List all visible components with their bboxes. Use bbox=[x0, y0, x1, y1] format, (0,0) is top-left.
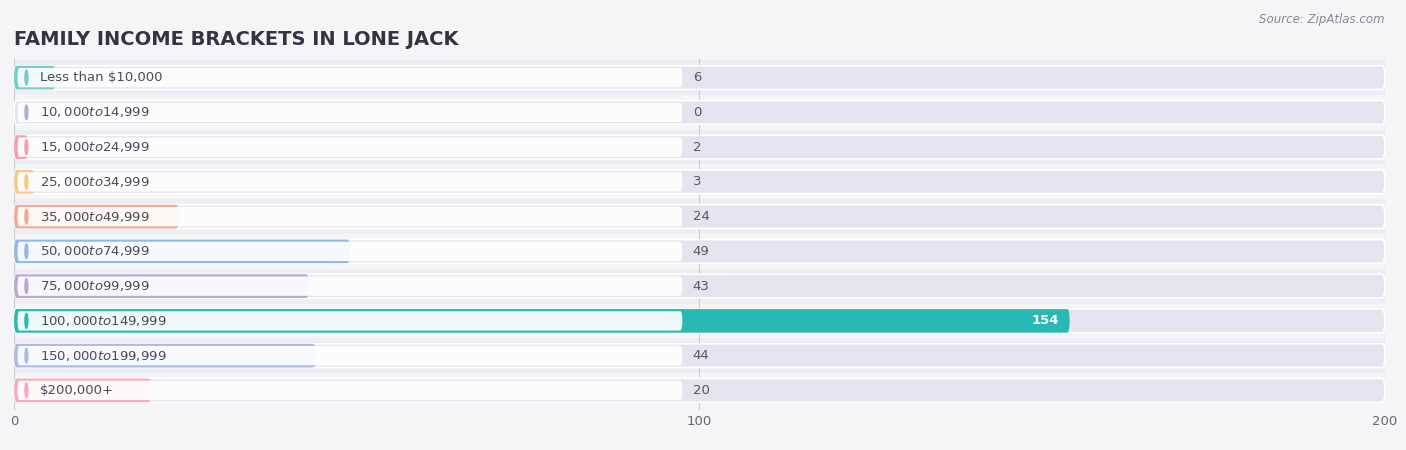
FancyBboxPatch shape bbox=[14, 135, 28, 159]
Bar bbox=[14, 269, 1385, 303]
FancyBboxPatch shape bbox=[14, 378, 152, 402]
FancyBboxPatch shape bbox=[14, 274, 1385, 298]
Circle shape bbox=[25, 383, 28, 398]
FancyBboxPatch shape bbox=[14, 135, 1385, 159]
Text: $25,000 to $34,999: $25,000 to $34,999 bbox=[41, 175, 150, 189]
FancyBboxPatch shape bbox=[14, 274, 309, 298]
FancyBboxPatch shape bbox=[14, 170, 35, 194]
FancyBboxPatch shape bbox=[14, 239, 350, 263]
FancyBboxPatch shape bbox=[14, 66, 55, 90]
Bar bbox=[14, 303, 1385, 338]
Text: $100,000 to $149,999: $100,000 to $149,999 bbox=[41, 314, 167, 328]
FancyBboxPatch shape bbox=[17, 172, 682, 192]
Circle shape bbox=[25, 244, 28, 259]
Circle shape bbox=[25, 70, 28, 85]
Text: $75,000 to $99,999: $75,000 to $99,999 bbox=[41, 279, 150, 293]
Text: 6: 6 bbox=[693, 71, 702, 84]
Circle shape bbox=[25, 175, 28, 189]
FancyBboxPatch shape bbox=[14, 309, 1385, 333]
Text: 2: 2 bbox=[693, 140, 702, 153]
FancyBboxPatch shape bbox=[14, 170, 1385, 194]
Text: $150,000 to $199,999: $150,000 to $199,999 bbox=[41, 349, 167, 363]
Text: 24: 24 bbox=[693, 210, 710, 223]
Circle shape bbox=[25, 140, 28, 154]
Bar bbox=[14, 60, 1385, 95]
FancyBboxPatch shape bbox=[17, 346, 682, 365]
Bar bbox=[14, 199, 1385, 234]
Bar bbox=[14, 338, 1385, 373]
Bar bbox=[14, 234, 1385, 269]
FancyBboxPatch shape bbox=[14, 100, 1385, 124]
Bar bbox=[14, 95, 1385, 130]
Text: Less than $10,000: Less than $10,000 bbox=[41, 71, 163, 84]
Text: $200,000+: $200,000+ bbox=[41, 384, 114, 397]
Text: $35,000 to $49,999: $35,000 to $49,999 bbox=[41, 210, 150, 224]
Text: 43: 43 bbox=[693, 279, 710, 292]
FancyBboxPatch shape bbox=[17, 311, 682, 331]
FancyBboxPatch shape bbox=[17, 381, 682, 400]
Text: 154: 154 bbox=[1032, 315, 1059, 328]
Text: 49: 49 bbox=[693, 245, 710, 258]
FancyBboxPatch shape bbox=[17, 242, 682, 261]
Text: $15,000 to $24,999: $15,000 to $24,999 bbox=[41, 140, 150, 154]
Text: 3: 3 bbox=[693, 176, 702, 189]
FancyBboxPatch shape bbox=[17, 137, 682, 157]
FancyBboxPatch shape bbox=[14, 239, 1385, 263]
Circle shape bbox=[25, 348, 28, 363]
Text: 20: 20 bbox=[693, 384, 710, 397]
FancyBboxPatch shape bbox=[14, 344, 315, 368]
FancyBboxPatch shape bbox=[14, 205, 1385, 229]
Circle shape bbox=[25, 105, 28, 120]
Bar bbox=[14, 373, 1385, 408]
Text: Source: ZipAtlas.com: Source: ZipAtlas.com bbox=[1260, 14, 1385, 27]
Text: 44: 44 bbox=[693, 349, 710, 362]
FancyBboxPatch shape bbox=[17, 276, 682, 296]
FancyBboxPatch shape bbox=[17, 68, 682, 87]
Text: $50,000 to $74,999: $50,000 to $74,999 bbox=[41, 244, 150, 258]
FancyBboxPatch shape bbox=[14, 344, 1385, 368]
Circle shape bbox=[25, 314, 28, 328]
Text: $10,000 to $14,999: $10,000 to $14,999 bbox=[41, 105, 150, 119]
Text: 0: 0 bbox=[693, 106, 702, 119]
Circle shape bbox=[25, 279, 28, 293]
FancyBboxPatch shape bbox=[14, 378, 1385, 402]
FancyBboxPatch shape bbox=[17, 207, 682, 226]
Bar bbox=[14, 165, 1385, 199]
FancyBboxPatch shape bbox=[14, 309, 1070, 333]
FancyBboxPatch shape bbox=[14, 205, 179, 229]
Bar bbox=[14, 130, 1385, 165]
Text: FAMILY INCOME BRACKETS IN LONE JACK: FAMILY INCOME BRACKETS IN LONE JACK bbox=[14, 30, 458, 49]
Circle shape bbox=[25, 209, 28, 224]
FancyBboxPatch shape bbox=[14, 66, 1385, 90]
FancyBboxPatch shape bbox=[17, 103, 682, 122]
